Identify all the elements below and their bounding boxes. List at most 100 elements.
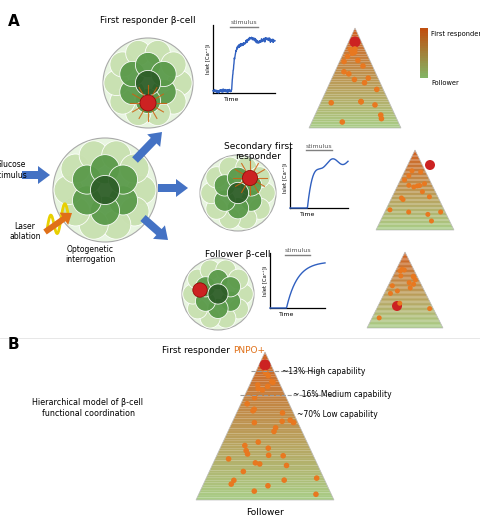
Polygon shape xyxy=(373,314,437,315)
Polygon shape xyxy=(385,210,445,212)
Circle shape xyxy=(240,190,262,211)
Circle shape xyxy=(360,63,366,69)
Polygon shape xyxy=(387,286,423,288)
Polygon shape xyxy=(262,357,268,359)
Polygon shape xyxy=(244,394,286,396)
Polygon shape xyxy=(337,65,372,66)
Polygon shape xyxy=(310,125,400,126)
Polygon shape xyxy=(354,28,356,30)
Polygon shape xyxy=(377,227,453,229)
Polygon shape xyxy=(394,274,416,275)
Text: ~13% High capability: ~13% High capability xyxy=(282,367,365,376)
Circle shape xyxy=(79,141,108,170)
Circle shape xyxy=(411,184,416,190)
Text: Optogenetic
interrogation: Optogenetic interrogation xyxy=(65,245,115,264)
Circle shape xyxy=(352,46,358,52)
Polygon shape xyxy=(226,433,304,436)
Polygon shape xyxy=(398,265,412,266)
Circle shape xyxy=(120,154,149,183)
Polygon shape xyxy=(312,121,399,123)
Bar xyxy=(420,31,428,33)
Polygon shape xyxy=(404,253,406,255)
Circle shape xyxy=(214,175,236,196)
Polygon shape xyxy=(384,213,446,214)
Circle shape xyxy=(422,181,427,186)
Polygon shape xyxy=(381,218,449,219)
Circle shape xyxy=(188,269,208,289)
Circle shape xyxy=(226,456,231,462)
Polygon shape xyxy=(379,222,451,224)
Circle shape xyxy=(102,210,131,239)
Circle shape xyxy=(260,387,265,393)
Circle shape xyxy=(390,283,395,288)
Polygon shape xyxy=(204,480,326,483)
Text: stimulus: stimulus xyxy=(284,249,311,254)
Polygon shape xyxy=(336,68,374,70)
Circle shape xyxy=(399,267,405,272)
Circle shape xyxy=(61,197,90,226)
Polygon shape xyxy=(406,167,424,169)
Bar xyxy=(420,56,428,58)
Polygon shape xyxy=(264,352,266,354)
Polygon shape xyxy=(376,229,454,230)
Polygon shape xyxy=(398,183,432,184)
Polygon shape xyxy=(390,281,420,282)
Circle shape xyxy=(120,197,149,226)
Circle shape xyxy=(392,301,402,311)
Polygon shape xyxy=(348,41,362,43)
Circle shape xyxy=(250,408,256,414)
Circle shape xyxy=(265,373,271,378)
Circle shape xyxy=(438,209,443,215)
Polygon shape xyxy=(375,311,435,312)
Circle shape xyxy=(409,168,415,173)
Polygon shape xyxy=(378,304,432,305)
Polygon shape xyxy=(229,426,300,428)
Polygon shape xyxy=(317,109,393,111)
Polygon shape xyxy=(399,264,411,265)
Circle shape xyxy=(407,280,412,285)
Polygon shape xyxy=(399,262,411,264)
Polygon shape xyxy=(340,60,371,61)
Circle shape xyxy=(151,61,176,86)
Polygon shape xyxy=(392,195,438,196)
Polygon shape xyxy=(371,319,439,320)
Text: Glucose
stimulus: Glucose stimulus xyxy=(0,160,27,180)
Circle shape xyxy=(314,475,320,481)
Circle shape xyxy=(379,116,384,121)
Polygon shape xyxy=(311,123,399,125)
Circle shape xyxy=(313,491,319,497)
Polygon shape xyxy=(390,280,420,281)
Circle shape xyxy=(265,445,271,451)
Polygon shape xyxy=(397,184,432,186)
Circle shape xyxy=(140,95,156,111)
Polygon shape xyxy=(342,55,368,56)
Circle shape xyxy=(242,170,258,185)
Polygon shape xyxy=(393,275,417,276)
Text: A: A xyxy=(8,14,20,29)
Polygon shape xyxy=(380,302,431,303)
Circle shape xyxy=(53,138,157,242)
Polygon shape xyxy=(397,266,413,267)
Polygon shape xyxy=(225,436,305,438)
Circle shape xyxy=(108,186,138,215)
Circle shape xyxy=(348,47,353,52)
Polygon shape xyxy=(224,438,306,441)
Circle shape xyxy=(79,210,108,239)
Polygon shape xyxy=(340,58,370,60)
Polygon shape xyxy=(321,101,389,103)
Polygon shape xyxy=(410,159,420,160)
Polygon shape xyxy=(395,190,435,191)
Polygon shape xyxy=(212,463,318,465)
Polygon shape xyxy=(349,38,360,40)
Circle shape xyxy=(349,36,360,47)
Polygon shape xyxy=(222,441,308,443)
Polygon shape xyxy=(414,151,416,153)
Circle shape xyxy=(399,195,404,201)
Circle shape xyxy=(135,70,161,95)
Circle shape xyxy=(260,359,271,370)
Circle shape xyxy=(377,315,382,320)
Polygon shape xyxy=(412,154,418,155)
Polygon shape xyxy=(390,200,440,201)
Text: ~ 16% Medium capability: ~ 16% Medium capability xyxy=(293,390,392,400)
Circle shape xyxy=(161,89,186,114)
